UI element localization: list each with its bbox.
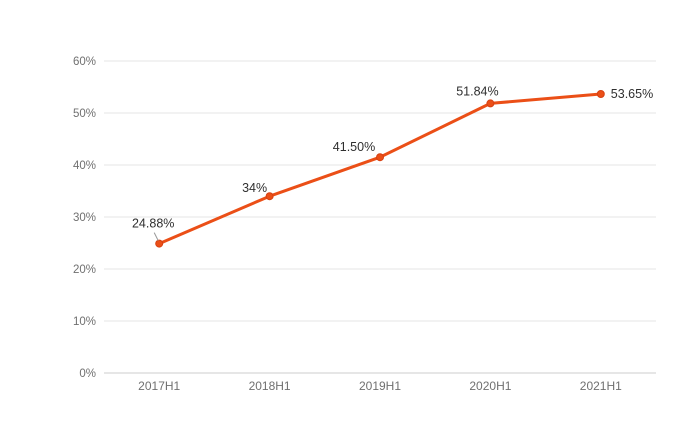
data-point [486,99,495,108]
data-label: 51.84% [456,84,498,98]
data-label: 41.50% [333,140,375,154]
y-tick-label: 10% [73,316,96,328]
y-tick-label: 20% [73,264,96,276]
y-tick-label: 60% [73,56,96,68]
data-point [376,153,384,162]
data-point [155,239,164,248]
data-point [265,192,274,201]
x-axis-label: 2017H1 [138,379,180,393]
label-leader-line [153,232,159,241]
y-tick-label: 30% [73,212,96,224]
y-tick-label: 50% [73,108,96,120]
x-axis-label: 2020H1 [469,379,511,393]
data-point [596,90,605,98]
x-axis-label: 2018H1 [249,379,291,393]
x-axis-label: 2019H1 [359,379,401,393]
data-label: 53.65% [611,87,653,101]
y-tick-label: 0% [79,368,96,380]
data-label: 34% [242,181,267,195]
series-line [157,92,603,246]
data-label: 24.88% [132,217,174,231]
y-tick-label: 40% [73,160,96,172]
x-axis-label: 2021H1 [580,379,622,393]
